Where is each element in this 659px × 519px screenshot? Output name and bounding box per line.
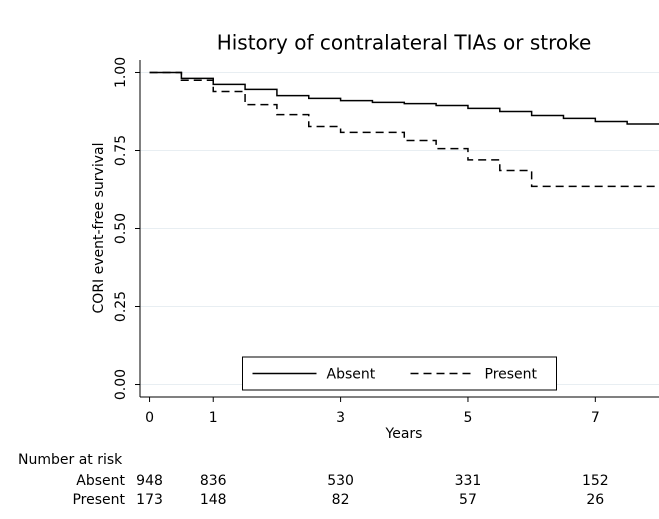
risk-value: 26: [586, 492, 604, 508]
risk-value: 57: [459, 492, 477, 508]
risk-value: 148: [200, 492, 227, 508]
risk-value: 152: [582, 473, 609, 489]
risk-value: 530: [327, 473, 354, 489]
y-tick-label: 0.25: [113, 291, 129, 322]
y-tick-label: 0.50: [113, 213, 129, 244]
x-tick-label: 1: [209, 410, 218, 426]
survival-curve: [149, 71, 659, 188]
risk-row-label: Present: [72, 492, 125, 508]
legend-label: Present: [485, 367, 538, 383]
x-tick-label: 0: [145, 410, 154, 426]
chart-title: History of contralateral TIAs or stroke: [217, 31, 592, 55]
risk-value: 331: [455, 473, 482, 489]
legend-label: Absent: [327, 367, 376, 383]
x-tick-label: 5: [463, 410, 472, 426]
risk-table-title: Number at risk: [18, 452, 123, 468]
y-axis-label: CORI event-free survival: [91, 143, 107, 314]
y-tick-label: 1.00: [113, 57, 129, 88]
risk-value: 836: [200, 473, 227, 489]
survival-curve: [149, 71, 659, 125]
x-axis-label: Years: [385, 426, 423, 442]
risk-row-label: Absent: [76, 473, 125, 489]
risk-value: 173: [136, 492, 163, 508]
x-tick-label: 3: [336, 410, 345, 426]
x-tick-label: 7: [591, 410, 600, 426]
y-tick-label: 0.00: [113, 369, 129, 400]
risk-value: 82: [332, 492, 350, 508]
risk-value: 948: [136, 473, 163, 489]
y-tick-label: 0.75: [113, 135, 129, 166]
